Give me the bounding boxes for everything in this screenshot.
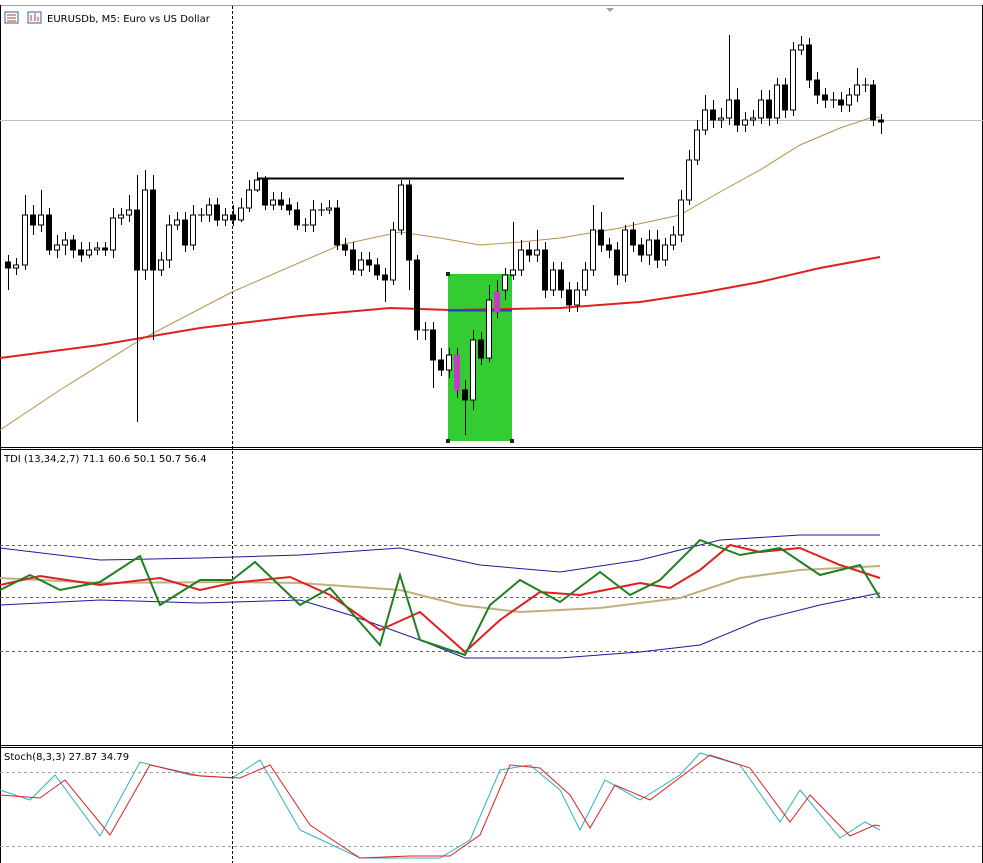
- window-icons[interactable]: [4, 11, 42, 24]
- tdi-market-base: [0, 565, 881, 614]
- candle-bodies-up: [13, 44, 860, 401]
- stoch-levels: [0, 772, 983, 847]
- chart-title: EURUSDb, M5: Euro vs US Dollar: [47, 14, 211, 25]
- tdi-signal: [0, 543, 881, 654]
- tdi-rsi: [0, 538, 881, 657]
- stoch-label: Stoch(8,3,3) 27.87 34.79: [4, 752, 129, 763]
- tdi-upper-band: [0, 534, 880, 573]
- stoch-signal: [0, 754, 881, 859]
- candle-bodies-down: [5, 44, 884, 401]
- candle-doji: [198, 84, 869, 331]
- ma-slow-tan: [0, 116, 881, 431]
- candle-bodies-highlight: [454, 291, 500, 391]
- tdi-lower-band: [0, 592, 881, 659]
- tdi-levels: [0, 545, 983, 652]
- tdi-label: TDI (13,34,2,7) 71.1 60.6 50.1 50.7 56.4: [3, 454, 207, 465]
- ma-red: [0, 256, 881, 359]
- shift-marker[interactable]: [606, 8, 614, 12]
